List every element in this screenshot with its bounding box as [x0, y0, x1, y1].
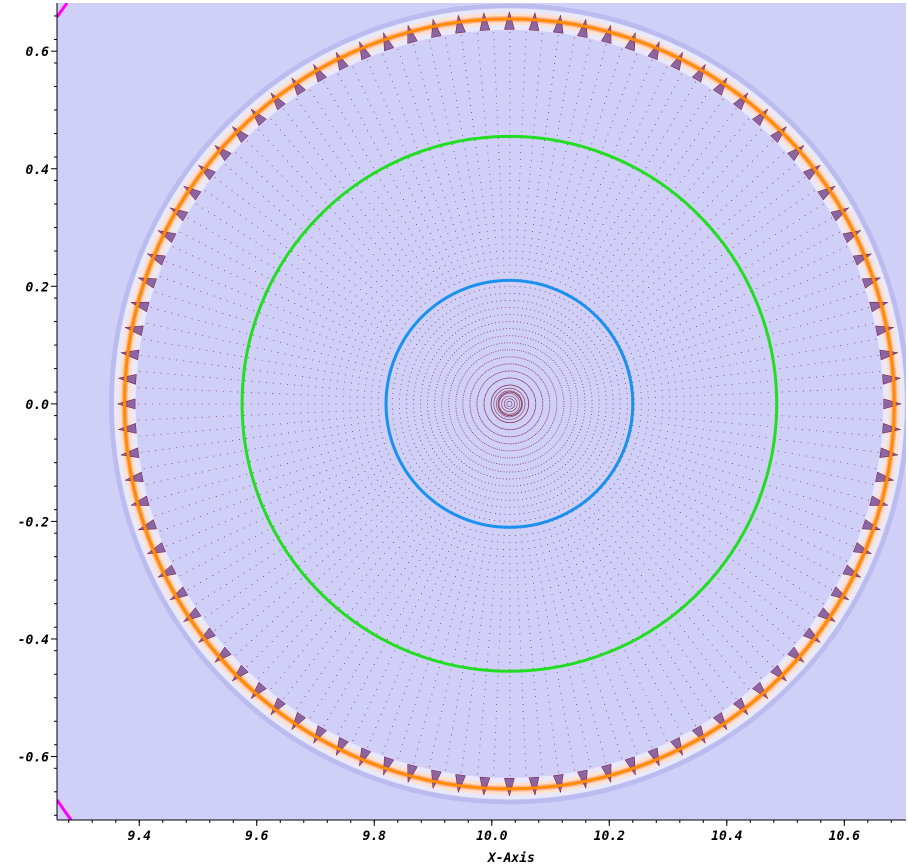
vector-arrowhead	[842, 230, 862, 244]
vector-arrowhead	[879, 349, 899, 361]
x-tick-label: 10.6	[829, 829, 860, 844]
x-tick-label: 10.4	[711, 829, 742, 844]
vector-arrowhead	[407, 763, 418, 784]
vector-arrowhead	[383, 756, 395, 776]
vector-arrowhead	[335, 737, 349, 757]
vector-arrowhead	[552, 14, 564, 34]
vector-arrowhead	[528, 776, 540, 797]
center-ring	[506, 400, 513, 407]
center-ring	[501, 395, 518, 413]
vector-arrowhead	[130, 301, 150, 313]
vector-arrowhead	[169, 207, 189, 222]
vector-arrowhead	[116, 398, 136, 410]
vector-arrowhead	[601, 763, 612, 784]
vector-arrowhead	[852, 542, 873, 555]
vector-arrowhead	[624, 756, 636, 776]
vector-arrowhead	[313, 63, 328, 83]
vector-arrowhead	[479, 776, 491, 797]
ring-shadow	[109, 3, 906, 805]
vector-arrowhead	[117, 423, 137, 434]
vector-arrowhead	[146, 253, 166, 266]
vector-arrowhead	[577, 769, 588, 790]
vector-arrowhead	[157, 564, 177, 578]
vector-arrowhead	[504, 10, 515, 30]
center-ring	[498, 393, 521, 415]
y-tick-label: 0.4	[26, 163, 50, 178]
vector-arrowhead	[119, 447, 140, 458]
vector-arrowhead	[869, 495, 889, 506]
x-tick-label: 10.2	[594, 829, 625, 844]
vector-arrowhead	[504, 778, 515, 797]
vector-arrowhead	[875, 471, 895, 483]
vector-dots	[138, 31, 882, 776]
vector-arrowhead	[869, 301, 889, 313]
vector-arrowhead	[670, 737, 684, 757]
vector-arrowhead	[137, 277, 157, 289]
vector-arrowhead	[119, 349, 140, 361]
vector-arrowhead	[479, 11, 491, 31]
vector-arrowhead	[528, 11, 540, 31]
vector-arrowhead	[455, 14, 466, 34]
x-axis-label: X-Axis	[487, 851, 535, 866]
center-ring	[493, 387, 526, 420]
vector-arrowhead	[552, 774, 564, 794]
vector-arrowhead	[146, 542, 166, 555]
y-tick-label: -0.6	[18, 751, 49, 766]
vector-arrowhead	[124, 471, 144, 483]
center-ring	[503, 398, 515, 410]
vector-arrowhead	[335, 51, 349, 71]
vector-arrowhead	[647, 40, 660, 61]
vector-arrowhead	[647, 747, 660, 767]
y-tick-label: -0.2	[18, 515, 49, 530]
x-tick-label: 9.8	[363, 829, 387, 844]
vector-arrowhead	[137, 519, 157, 531]
vector-arrowhead	[875, 325, 895, 337]
vector-arrowhead	[842, 564, 862, 578]
center-ring	[496, 390, 523, 418]
contour-0	[384, 278, 635, 529]
vector-arrowhead	[407, 24, 418, 44]
axes: 9.4 9.6 9.8 10.0 10.2 10.4 10.6 0.6 0.4 0.2 0.0 -0.…	[18, 3, 906, 844]
vector-arrowhead	[431, 18, 442, 38]
vector-arrowhead	[157, 230, 177, 244]
vector-arrowhead	[624, 31, 636, 52]
vector-arrowhead	[691, 725, 706, 745]
x-tick-label: 9.6	[245, 829, 269, 844]
vector-arrowhead	[691, 63, 706, 83]
vector-arrowhead	[882, 423, 902, 434]
y-tick-label: 0.2	[26, 280, 50, 295]
y-tick-label: -0.4	[18, 633, 49, 648]
vector-arrowhead	[861, 277, 882, 289]
contour-lines	[57, 3, 896, 820]
x-tick-label: 9.4	[128, 829, 152, 844]
vector-arrowhead	[383, 31, 395, 52]
vector-arrowhead	[359, 40, 372, 61]
vector-arrowhead	[879, 447, 899, 458]
vector-arrowhead	[601, 24, 612, 44]
vector-arrowhead	[124, 325, 144, 337]
vector-arrowhead	[117, 374, 137, 385]
x-tick-label: 10.0	[476, 829, 507, 844]
vector-arrowhead	[431, 769, 442, 790]
vector-arrowhead	[169, 586, 189, 601]
y-tick-label: 0.0	[26, 398, 50, 413]
vector-arrowhead	[852, 253, 873, 266]
vector-arrowhead	[577, 18, 588, 38]
vector-arrowhead	[883, 398, 903, 410]
contour-1	[240, 134, 779, 673]
vector-field	[116, 10, 903, 797]
contour-2	[123, 17, 896, 791]
vector-arrowhead	[359, 747, 372, 767]
vector-arrowhead	[455, 774, 466, 794]
y-tick-label: 0.6	[26, 45, 50, 60]
corner-contour-top	[57, 3, 69, 18]
corner-contour-bottom	[57, 799, 73, 820]
vector-arrowhead	[861, 519, 882, 531]
vector-arrowhead	[882, 374, 902, 385]
vector-arrowhead	[670, 51, 684, 71]
vector-arrowhead	[130, 495, 150, 506]
